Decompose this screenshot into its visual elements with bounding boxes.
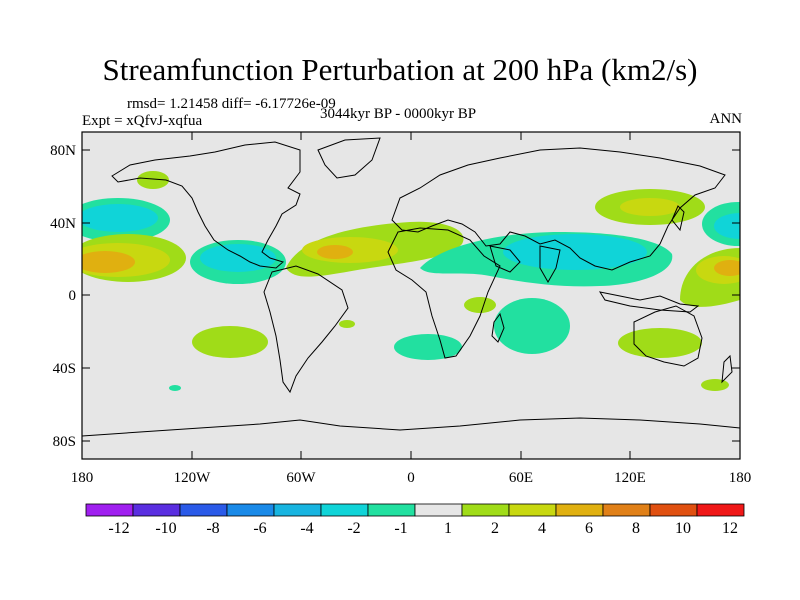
colorbar-box — [85, 503, 134, 517]
contour-cell-pos — [317, 245, 353, 259]
coastlines — [82, 137, 740, 437]
coastline-new-zealand — [721, 354, 733, 384]
colorbar-label: -2 — [347, 520, 360, 537]
colorbar-label: -4 — [300, 520, 313, 537]
contour-cell-pos — [620, 198, 680, 216]
colorbar-label: -10 — [155, 520, 176, 537]
contour-cell-pos — [192, 326, 268, 358]
colorbar-label: 12 — [722, 520, 738, 537]
lat-label-80s: 80S — [53, 434, 76, 450]
contour-cell-pos — [701, 379, 729, 391]
coastline-japan — [671, 205, 685, 232]
lon-label-120w: 120W — [174, 470, 212, 486]
rmsd-diff-stats: rmsd= 1.21458 diff= -6.17726e-09 — [127, 96, 336, 112]
contour-cell-pos — [464, 297, 496, 313]
contour-cell-pos — [714, 260, 740, 276]
coastline-india — [539, 245, 561, 284]
coastline-eurasia — [391, 147, 726, 271]
colorbar-box — [179, 503, 228, 517]
colorbar-label: 2 — [491, 520, 499, 537]
coastline-antarctica — [82, 417, 740, 437]
contour-cell-neg — [169, 385, 181, 391]
colorbar-label: 8 — [632, 520, 640, 537]
colorbar-label: -1 — [394, 520, 407, 537]
lon-label-60w: 60W — [286, 470, 316, 486]
colorbar-box — [320, 503, 369, 517]
colorbar-box — [696, 503, 745, 517]
colorbar-box — [132, 503, 181, 517]
colorbar-box — [461, 503, 510, 517]
contour-cell-pos — [339, 320, 355, 328]
colorbar-box — [649, 503, 698, 517]
lat-label-40n: 40N — [50, 216, 76, 232]
colorbar — [85, 503, 745, 517]
experiment-label: Expt = xQfvJ-xqfua — [82, 113, 203, 129]
colorbar-labels: -12 -10 -8 -6 -4 -2 -1 1 2 4 6 8 10 12 — [108, 520, 738, 537]
contour-cell-neg — [200, 244, 276, 272]
plot-title: Streamfunction Perturbation at 200 hPa (… — [102, 52, 698, 87]
map-background — [82, 132, 740, 459]
colorbar-label: 1 — [444, 520, 452, 537]
coastline-madagascar — [491, 312, 505, 343]
coastline-south-america — [263, 265, 349, 394]
colorbar-label: -12 — [108, 520, 129, 537]
coastline-greenland — [317, 137, 381, 179]
colorbar-box — [414, 503, 463, 517]
coastline-north-america — [111, 141, 301, 269]
lat-label-80n: 80N — [50, 143, 76, 159]
contour-cell-neg — [714, 213, 740, 239]
lon-label-0: 0 — [407, 470, 415, 486]
lon-label-120e: 120E — [614, 470, 646, 486]
contour-cell-neg — [82, 204, 158, 232]
coastline-africa — [387, 227, 501, 359]
contour-cell-neg — [494, 298, 570, 354]
coastline-australia — [633, 305, 703, 367]
colorbar-label: 10 — [675, 520, 691, 537]
colorbar-box — [508, 503, 557, 517]
colorbar-box — [273, 503, 322, 517]
contour-cell-neg — [503, 234, 647, 270]
colorbar-label: 6 — [585, 520, 593, 537]
lat-label-0: 0 — [69, 288, 77, 304]
lon-label-60e: 60E — [509, 470, 533, 486]
period-label: 3044kyr BP - 0000kyr BP — [320, 106, 477, 122]
colorbar-label: 4 — [538, 520, 546, 537]
colorbar-box — [555, 503, 604, 517]
contour-cell-pos — [618, 328, 702, 358]
colorbar-box — [226, 503, 275, 517]
lon-ticks — [191, 132, 631, 459]
lat-label-40s: 40S — [53, 361, 76, 377]
colorbar-box — [367, 503, 416, 517]
lat-ticks — [82, 149, 740, 442]
season-label: ANN — [709, 111, 743, 127]
lon-label-180w: 180 — [71, 470, 94, 486]
colorbar-label: -6 — [253, 520, 266, 537]
colorbar-box — [602, 503, 651, 517]
coastline-indonesia — [598, 291, 700, 313]
colorbar-label: -8 — [206, 520, 219, 537]
lon-label-180e: 180 — [729, 470, 752, 486]
contour-cell-pos — [82, 251, 135, 273]
coastline-arabia — [489, 245, 521, 273]
contour-cell-pos — [137, 171, 169, 189]
contour-cell-neg — [394, 334, 462, 360]
